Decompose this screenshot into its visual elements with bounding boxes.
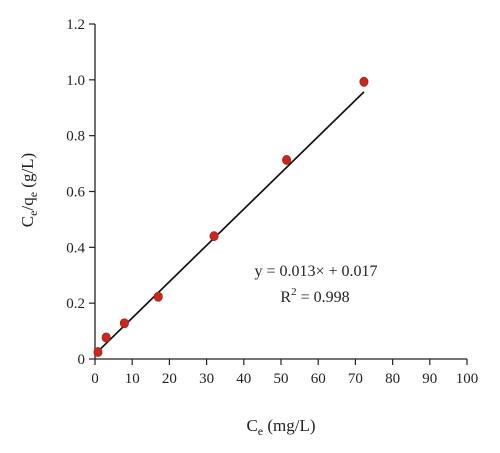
x-tick-label: 100 — [456, 371, 479, 387]
data-point — [153, 291, 163, 302]
x-tick-label: 20 — [162, 371, 177, 387]
x-tick-label: 30 — [199, 371, 214, 387]
y-tick-label: 0 — [78, 352, 86, 368]
data-point — [119, 318, 129, 329]
data-point — [209, 231, 219, 242]
x-tick-label: 50 — [274, 371, 289, 387]
fit-line — [96, 91, 365, 354]
y-tick-label: 0.2 — [66, 296, 85, 312]
x-tick-label: 90 — [422, 371, 437, 387]
data-point — [101, 332, 111, 343]
x-tick-label: 40 — [236, 371, 251, 387]
plot-area: 0 10 20 30 40 50 60 70 80 90 100 0 0.2 0.4 0.6 0.8 1.0 1.… — [66, 17, 478, 387]
x-axis-title: Ce (mg/L) — [246, 416, 315, 438]
fit-equation-label: y = 0.013× + 0.017 — [254, 263, 377, 280]
x-tick-label: 60 — [311, 371, 326, 387]
data-point — [282, 155, 292, 165]
y-tick-label: 0.4 — [66, 240, 85, 256]
r-squared-label: R2 = 0.998 — [280, 286, 349, 306]
x-tick-label: 80 — [385, 371, 400, 387]
y-tick-label: 0.6 — [66, 185, 85, 201]
x-tick-label: 10 — [125, 371, 140, 387]
y-axis-title: Ce/qe (g/L) — [18, 153, 40, 227]
y-tick-label: 1.0 — [66, 73, 85, 89]
data-point — [359, 76, 369, 87]
y-tick-label: 1.2 — [66, 17, 85, 33]
x-tick-label: 0 — [91, 371, 99, 387]
x-tick-label: 70 — [348, 371, 363, 387]
y-tick-label: 0.8 — [66, 129, 85, 145]
data-point — [93, 347, 103, 357]
